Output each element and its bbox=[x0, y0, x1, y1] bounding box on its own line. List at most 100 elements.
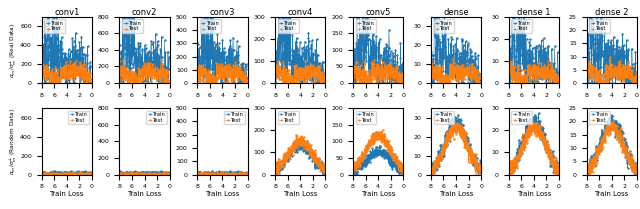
Test bbox=[271, 167, 279, 169]
Train bbox=[301, 82, 309, 84]
Train bbox=[38, 82, 46, 84]
Legend: Train, Test: Train, Test bbox=[122, 19, 143, 33]
Test bbox=[292, 134, 300, 137]
Train bbox=[613, 49, 621, 52]
Train bbox=[612, 124, 620, 126]
Line: Train: Train bbox=[586, 115, 637, 175]
Train bbox=[273, 173, 280, 176]
Train bbox=[317, 164, 324, 167]
Title: conv4: conv4 bbox=[287, 8, 313, 17]
Line: Train: Train bbox=[119, 171, 170, 175]
Test bbox=[38, 74, 45, 76]
Test bbox=[301, 139, 308, 142]
Title: conv2: conv2 bbox=[132, 8, 157, 17]
Train bbox=[67, 69, 74, 71]
Test bbox=[505, 166, 513, 168]
Train bbox=[145, 56, 153, 59]
Train bbox=[271, 73, 279, 75]
Test bbox=[505, 71, 513, 74]
Test bbox=[612, 130, 620, 132]
Train bbox=[628, 47, 636, 50]
Train bbox=[38, 51, 45, 54]
Train bbox=[224, 56, 232, 59]
Test bbox=[606, 56, 614, 59]
Test bbox=[428, 173, 435, 176]
Test bbox=[399, 173, 406, 175]
Train bbox=[376, 144, 383, 147]
Train bbox=[379, 149, 387, 152]
Train bbox=[535, 125, 543, 127]
Test bbox=[508, 82, 516, 84]
Test bbox=[582, 73, 590, 75]
Test bbox=[301, 80, 309, 83]
Train bbox=[394, 81, 402, 83]
Train bbox=[554, 82, 562, 84]
Train bbox=[45, 12, 52, 15]
Train bbox=[116, 172, 124, 175]
Train bbox=[79, 172, 87, 174]
Test bbox=[628, 168, 636, 171]
Train bbox=[87, 82, 95, 84]
Test bbox=[433, 82, 441, 84]
Train bbox=[427, 172, 435, 175]
X-axis label: Train Loss: Train Loss bbox=[283, 191, 317, 197]
Train bbox=[380, 150, 388, 153]
Test bbox=[535, 127, 543, 130]
Test bbox=[313, 162, 321, 164]
Test bbox=[380, 139, 387, 141]
Test bbox=[87, 172, 95, 175]
Test bbox=[371, 59, 378, 61]
Test bbox=[477, 82, 484, 84]
Test bbox=[158, 173, 166, 176]
Test bbox=[379, 74, 387, 76]
Test bbox=[146, 173, 154, 175]
Train bbox=[582, 173, 590, 176]
Test bbox=[145, 73, 153, 76]
Train bbox=[271, 170, 279, 173]
Train bbox=[427, 58, 435, 60]
Line: Test: Test bbox=[275, 135, 325, 175]
Train bbox=[353, 12, 361, 15]
Train bbox=[547, 70, 555, 72]
Test bbox=[457, 76, 465, 79]
Train bbox=[116, 170, 124, 172]
Test bbox=[223, 173, 230, 175]
Test bbox=[140, 173, 148, 176]
Test bbox=[44, 171, 52, 174]
Test bbox=[457, 128, 465, 131]
Train bbox=[535, 52, 543, 55]
Train bbox=[243, 77, 251, 79]
Line: Test: Test bbox=[508, 59, 559, 84]
Train bbox=[534, 130, 542, 132]
Test bbox=[472, 153, 479, 156]
Test bbox=[271, 171, 279, 173]
Test bbox=[302, 78, 310, 80]
Line: Test: Test bbox=[196, 172, 248, 175]
Train bbox=[536, 54, 543, 56]
Train bbox=[239, 172, 246, 175]
Test bbox=[547, 78, 555, 80]
Train bbox=[145, 75, 153, 77]
Test bbox=[632, 164, 640, 167]
Train bbox=[193, 40, 201, 43]
Train bbox=[431, 12, 438, 15]
Test bbox=[469, 160, 477, 163]
Test bbox=[583, 61, 591, 64]
Test bbox=[380, 67, 387, 70]
Train bbox=[351, 173, 358, 176]
Test bbox=[349, 68, 357, 70]
Test bbox=[145, 65, 153, 68]
Train bbox=[427, 68, 435, 70]
Train bbox=[223, 170, 230, 173]
Test bbox=[234, 173, 241, 176]
Legend: Train, Test: Train, Test bbox=[589, 111, 610, 124]
Test bbox=[349, 168, 357, 171]
Train bbox=[607, 114, 615, 116]
Test bbox=[317, 71, 324, 74]
Test bbox=[427, 74, 435, 76]
Test bbox=[224, 173, 232, 176]
Train bbox=[38, 172, 46, 175]
Train bbox=[69, 173, 77, 175]
Train bbox=[457, 55, 465, 58]
Train bbox=[49, 173, 56, 175]
